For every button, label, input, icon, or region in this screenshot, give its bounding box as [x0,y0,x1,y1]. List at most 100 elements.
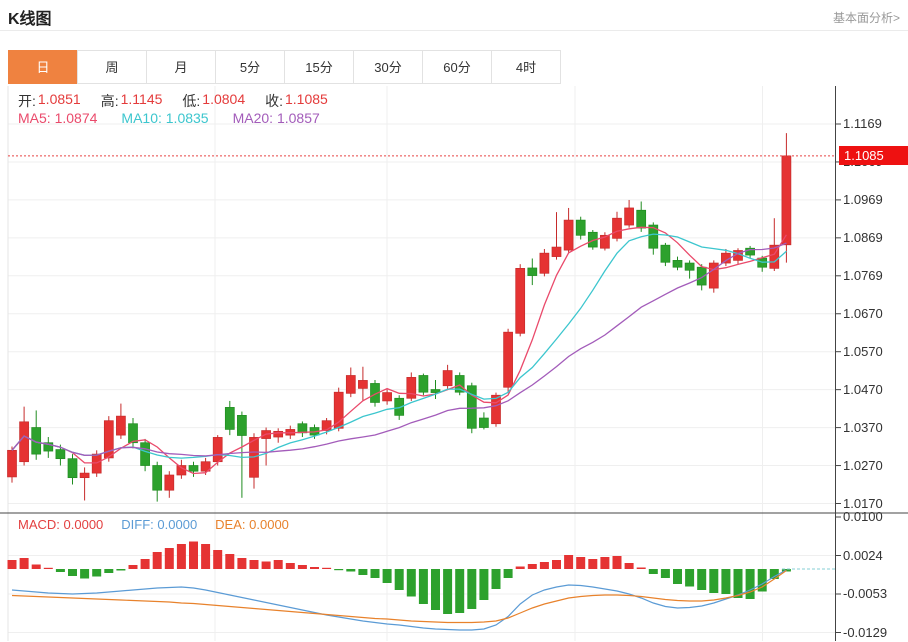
candle-body [116,415,126,436]
candle-body [43,442,54,452]
candle-body [636,209,647,229]
candle-body [19,421,29,463]
macd-hist-bar [249,560,259,569]
macd-hist-bar [297,565,307,569]
candle-body [503,331,513,388]
candle-body [563,219,574,251]
fundamental-analysis-link[interactable]: 基本面分析> [832,11,900,25]
macd-hist-bar [31,564,41,569]
current-price-badge: 1.1085 [839,146,908,166]
candle-body [237,415,247,436]
tab-week[interactable]: 周 [77,50,147,84]
candle-body [79,472,90,479]
macd-hist-bar [7,560,17,569]
tab-month[interactable]: 月 [146,50,216,84]
ohlc-readout: 开: 1.0851 高: 1.1145 低: 1.0804 收: 1.1085 [18,91,328,111]
macd-hist-bar [394,569,404,590]
dea-value: 0.0000 [249,517,289,532]
tab-day[interactable]: 日 [8,50,78,84]
macd-hist-bar [92,569,102,577]
candle-body [575,219,586,236]
macd-hist-bar [128,565,138,569]
open-label: 开: [18,93,36,109]
tab-30min[interactable]: 30分 [353,50,423,84]
macd-hist-bar [697,569,707,590]
high-value: 1.1145 [120,91,163,107]
price-tick-label: 1.0769 [843,267,883,283]
macd-hist-bar [201,544,211,569]
candle-body [358,380,368,389]
macd-hist-bar [382,569,392,583]
candle-body [624,207,634,226]
macd-tick-label: 0.0100 [843,509,883,524]
candle-body [600,234,610,249]
tab-4hour[interactable]: 4时 [491,50,561,84]
diff-line [11,569,787,631]
macd-hist-bar [189,541,198,569]
tab-15min[interactable]: 15分 [284,50,354,84]
macd-hist-bar [346,569,356,572]
macd-hist-bar [176,544,186,569]
macd-hist-bar [334,569,344,571]
candle-body [128,423,138,444]
header-divider [0,30,908,31]
macd-hist-bar [213,550,223,569]
ma-readout: MA5: 1.0874 MA10: 1.0835 MA20: 1.0857 [18,110,320,126]
ma10-line [11,233,787,459]
macd-label: MACD: [18,517,60,532]
ma10-label: MA10: [121,110,162,126]
macd-hist-bar [164,548,174,569]
candle-body [660,244,671,263]
macd-hist-bar [491,569,501,589]
high-label: 高: [100,93,119,109]
macd-hist-bar [721,569,731,594]
candle-body [466,385,477,429]
candle-body [273,430,284,438]
candle-body [382,392,392,402]
macd-hist-bar [104,569,114,573]
macd-hist-bar [515,566,525,569]
price-tick-label: 1.0270 [843,457,883,473]
macd-hist-bar [285,563,295,569]
macd-hist-bar [624,563,634,569]
macd-hist-bar [80,569,90,579]
candle-body [551,246,562,257]
candle-body [672,260,683,268]
macd-hist-bar [588,559,598,569]
page-title: K线图 [8,11,52,28]
price-tick-label: 1.0470 [843,381,883,397]
macd-hist-bar [733,569,743,598]
close-label: 收: [265,93,283,109]
macd-hist-bar [358,569,368,575]
timeframe-tabs: 日周月 5分 15分 30分 60分 4时 [8,50,561,84]
candle-body [394,397,405,416]
macd-hist-bar [648,569,658,574]
macd-hist-bar [19,558,29,569]
tab-5min[interactable]: 5分 [215,50,285,84]
macd-hist-bar [116,569,126,571]
ma5-label: MA5: [18,110,51,126]
candle-body [103,420,114,459]
macd-hist-bar [539,562,549,569]
candle-body [67,458,78,479]
candle-body [418,375,429,393]
macd-hist-bar [600,557,610,569]
candle-body [430,389,441,393]
candle-body [297,423,308,434]
ma10-value: 1.0835 [165,110,209,126]
price-tick-label: 1.0969 [843,191,883,207]
macd-hist-bar [406,569,416,597]
tab-60min[interactable]: 60分 [422,50,492,84]
macd-hist-bar [322,567,332,569]
ma5-value: 1.0874 [54,110,98,126]
macd-hist-bar [68,569,77,576]
candle-body [188,465,199,472]
macd-hist-bar [576,557,586,569]
candle-body [479,417,489,428]
macd-hist-bar [261,561,271,569]
candle-body [200,461,211,472]
macd-hist-bar [503,569,513,578]
candle-body [442,370,453,387]
candle-body [491,394,501,425]
